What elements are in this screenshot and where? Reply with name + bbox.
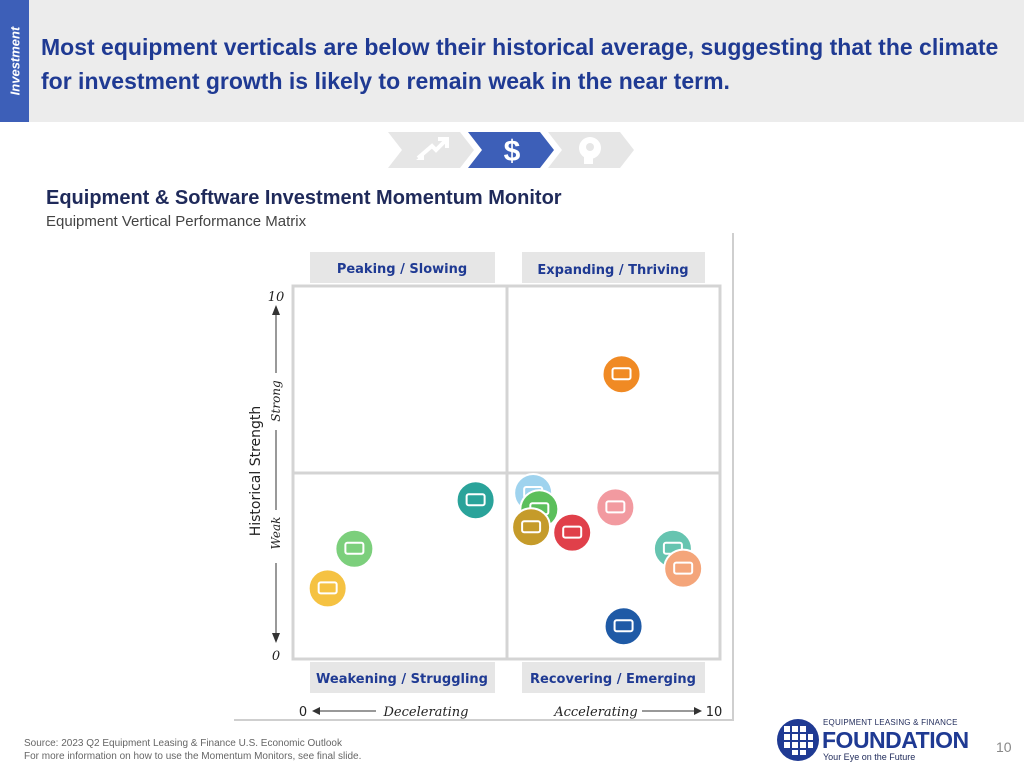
medical-caduceus-icon [334, 528, 375, 569]
quadrant-label-box-bottom-left [310, 662, 495, 693]
data-point-7 [552, 512, 593, 553]
quadrant-label-bottom-right: Recovering / Emerging [530, 672, 696, 687]
truck-icon [595, 487, 636, 528]
data-point-2 [455, 480, 496, 521]
data-point-8 [334, 528, 375, 569]
quadrant-label-bottom-left: Weakening / Struggling [316, 672, 488, 687]
section-tab-label: Investment [7, 26, 22, 96]
dollar-icon: $ [468, 132, 554, 168]
y-high-label: Strong [269, 380, 283, 422]
logo-name: FOUNDATION [822, 727, 969, 753]
dollar-sign: $ [504, 135, 521, 168]
x-min-label: 0 [299, 705, 307, 720]
quadrant-label-box-top-right [522, 252, 705, 283]
header-band [0, 0, 1024, 122]
x-arrow-left-head [312, 707, 320, 715]
mining-icon [603, 606, 644, 647]
y-low-label: Weak [269, 517, 283, 550]
footer-source: Source: 2023 Q2 Equipment Leasing & Fina… [24, 737, 361, 763]
logo-tagline: Your Eye on the Future [823, 752, 916, 762]
foundation-logo: EQUIPMENT LEASING & FINANCE FOUNDATION Y… [776, 716, 972, 764]
head-gears-icon [548, 132, 634, 168]
slide-headline: Most equipment verticals are below their… [41, 34, 999, 94]
data-point-glyph-7 [562, 525, 583, 539]
data-point-11 [307, 568, 348, 609]
materials-handling-icon [307, 568, 348, 609]
growth-arrow-icon [388, 132, 474, 168]
data-point-glyph-12 [613, 619, 634, 633]
data-point-glyph-5 [605, 500, 626, 514]
data-point-glyph-6 [521, 520, 542, 534]
chart-frame-bottom [234, 719, 734, 721]
x-arrow-right-head [694, 707, 702, 715]
data-point-5 [595, 487, 636, 528]
data-point-10 [663, 548, 704, 589]
quadrant-label-top-right: Expanding / Thriving [537, 263, 688, 278]
data-point-6 [511, 507, 552, 548]
page-number: 10 [996, 739, 1012, 755]
chart-frame-right [732, 233, 734, 721]
quadrant-label-box-bottom-right [522, 662, 705, 693]
data-point-1 [601, 354, 642, 395]
x-right-label: Accelerating [553, 705, 638, 720]
note-text: For more information on how to use the M… [24, 751, 362, 762]
logo-small-text: EQUIPMENT LEASING & FINANCE [823, 718, 958, 727]
construction-icon [663, 548, 704, 589]
momentum-matrix-chart: Peaking / Slowing Expanding / Thriving W… [248, 252, 723, 720]
data-point-glyph-2 [465, 493, 486, 507]
data-point-glyph-1 [611, 367, 632, 381]
y-min-label: 0 [272, 649, 280, 664]
globe-icon [777, 719, 819, 761]
chart-title: Equipment & Software Investment Momentum… [46, 187, 562, 209]
data-point-glyph-11 [317, 581, 338, 595]
chart-subtitle: Equipment Vertical Performance Matrix [46, 213, 307, 230]
oil-pump-icon [511, 507, 552, 548]
x-left-label: Decelerating [383, 705, 469, 720]
x-max-label: 10 [706, 705, 723, 720]
quadrant-label-top-left: Peaking / Slowing [337, 262, 467, 277]
y-axis-title: Historical Strength [248, 406, 264, 537]
medical-device-icon [552, 512, 593, 553]
data-point-12 [603, 606, 644, 647]
data-point-glyph-10 [673, 561, 694, 575]
data-point-glyph-8 [344, 541, 365, 555]
section-nav: $ [388, 132, 634, 168]
y-max-label: 10 [268, 290, 285, 305]
computer-icon [601, 354, 642, 395]
train-icon [455, 480, 496, 521]
section-tab: Investment [0, 0, 29, 122]
y-arrow-down-head [272, 633, 280, 643]
source-text: Source: 2023 Q2 Equipment Leasing & Fina… [24, 738, 342, 749]
y-arrow-up-head [272, 305, 280, 315]
data-points [307, 354, 704, 647]
quadrant-label-box-top-left [310, 252, 495, 283]
